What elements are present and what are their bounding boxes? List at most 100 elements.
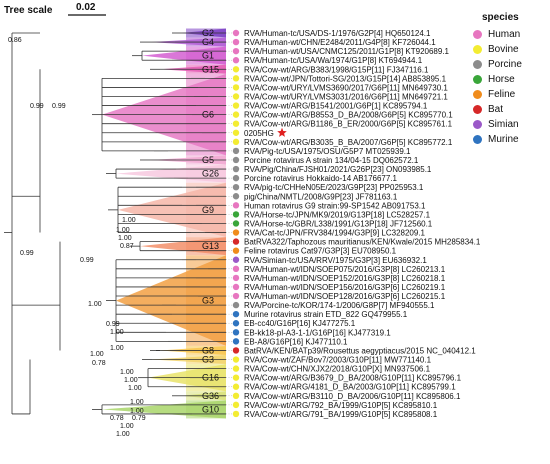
host-dot xyxy=(232,29,240,37)
leaf-label: RVA/Cow-wt/ZAF/Bov7/2003/G10P[11] MW7711… xyxy=(244,356,432,365)
leaf-label: RVA/Human-wt/USA/CNMC125/2011/G1P[8] KT9… xyxy=(244,47,450,56)
bootstrap-value: 1.00 xyxy=(90,351,104,358)
leaf-label: RVA/Human-wt/IDN/SOEP156/2016/G3P[6] LC2… xyxy=(244,283,446,292)
host-dot xyxy=(232,66,240,73)
leaf-label: Porcine rotavirus Hokkaido-14 AB176677.1 xyxy=(244,174,398,183)
host-dot xyxy=(232,193,240,200)
legend-item-horse: Horse xyxy=(468,72,548,87)
species-legend: species Human Bovine Porcine Horse Felin… xyxy=(468,12,548,147)
legend-label: Bovine xyxy=(488,44,519,55)
legend-label: Simian xyxy=(488,119,519,130)
genotype-label-g36: G36 xyxy=(202,391,219,401)
host-dot xyxy=(232,102,240,109)
genotype-label-g4: G4 xyxy=(202,37,214,47)
host-dot xyxy=(232,57,240,64)
host-dot xyxy=(232,220,240,227)
bootstrap-value: 0.78 xyxy=(92,360,106,367)
bootstrap-value: 1.00 xyxy=(116,431,130,438)
host-dot xyxy=(232,283,240,291)
legend-dot xyxy=(473,75,482,84)
bootstrap-value: 1.00 xyxy=(120,369,134,376)
bootstrap-value: 1.00 xyxy=(130,399,144,406)
scale-title: Tree scale xyxy=(4,5,53,16)
leaf-label: RVA/Porcine-tc/KOR/174-1/2006/G8P[7] MF9… xyxy=(244,301,435,310)
bootstrap-value: 0.78 xyxy=(110,415,124,422)
leaf-label: RVA/Horse-tc/JPN/MK9/2019/G13P[18] LC528… xyxy=(244,210,431,219)
host-dot xyxy=(232,310,240,318)
leaf-label: RVA/Cow-wt/ARG/B3679_D_BA/2008/G10P[11] … xyxy=(244,374,462,383)
legend-item-murine: Murine xyxy=(468,132,548,147)
scale-bar: Tree scale 0.02 xyxy=(4,2,106,16)
host-dot xyxy=(232,38,240,46)
host-dot xyxy=(232,329,240,336)
host-dot xyxy=(232,129,240,136)
leaf-label: RVA/Human-wt/CHN/E2484/2011/G4P[8] KF726… xyxy=(244,38,436,47)
genotype-label-g15: G15 xyxy=(202,64,219,74)
genotype-label-g1: G1 xyxy=(202,51,214,61)
host-dot xyxy=(232,147,240,155)
leaf-label: RVA/Cow-wt/ARG/B1541/2001/G6P[1] KC89579… xyxy=(244,102,428,111)
leaf-label: RVA/Cat-tc/JPN/FRV384/1994/G3P[9] LC3282… xyxy=(244,229,426,238)
leaf-label: RVA/Cow-wt/ARG/B383/1998/G15P[11] FJ3471… xyxy=(244,65,429,74)
leaf-label: RVA/pig-tc/CHHeN05E/2023/G9P[23] PP02595… xyxy=(244,183,424,192)
legend-item-feline: Feline xyxy=(468,87,548,102)
genotype-label-g26: G26 xyxy=(202,169,219,179)
host-dot xyxy=(232,374,240,381)
bootstrap-value: 1.00 xyxy=(110,345,124,352)
host-dot xyxy=(232,47,240,55)
leaf-label: RVA/Cow-wt/CHN/XJX2/2018/G10P[X] MN93750… xyxy=(244,365,431,374)
leaf-label: RVA/Pig/China/FJSH01/2021/G26P[23] ON093… xyxy=(244,165,432,174)
host-dot xyxy=(232,292,240,300)
legend-item-bat: Bat xyxy=(468,102,548,117)
leaf-label: EB-A8/G16P[16] KJ477110.1 xyxy=(244,337,348,346)
leaf-label: RVA/Human-tc/USA/DS-1/1976/G2P[4] HQ6501… xyxy=(244,29,431,38)
host-dot xyxy=(232,256,240,263)
host-dot xyxy=(232,183,240,191)
legend-item-simian: Simian xyxy=(468,117,548,132)
bootstrap-value: 1.00 xyxy=(120,423,134,430)
legend-dot xyxy=(473,135,482,144)
clade-band xyxy=(186,255,226,346)
tree-branches xyxy=(4,32,226,415)
bootstrap-value: 1.00 xyxy=(110,329,124,336)
leaf-label: BatRVA322/Taphozous mauritianus/KEN/Kwal… xyxy=(244,238,481,247)
genotype-label-g6: G6 xyxy=(202,110,214,120)
host-dot xyxy=(232,202,240,209)
legend-item-human: Human xyxy=(468,27,548,42)
bootstrap-value: 0.87 xyxy=(120,243,134,250)
bootstrap-value: 1.00 xyxy=(116,227,130,234)
leaf-label: Murine rotavirus strain ETD_822 GQ479955… xyxy=(244,310,408,319)
legend-item-bovine: Bovine xyxy=(468,42,548,57)
host-dot xyxy=(232,401,240,409)
leaf-label: EB-cc40/G16P[16] KJ477275.1 xyxy=(244,319,356,328)
bootstrap-value: 0.99 xyxy=(20,250,34,257)
legend-label: Bat xyxy=(488,104,504,115)
host-dot xyxy=(232,238,240,245)
host-dot xyxy=(232,165,240,173)
host-dot xyxy=(232,356,240,363)
bootstrap-value: 0.99 xyxy=(30,103,44,110)
genotype-label-g13: G13 xyxy=(202,241,219,251)
genotype-label-g3: G3 xyxy=(202,355,214,365)
bootstrap-values: 0.860.99 0.990.991.001.000.780.991.000.99… xyxy=(8,37,146,438)
genotype-label-g16: G16 xyxy=(202,373,219,383)
leaf-label: Feline rotavirus Cat97/G3P[3] EU708950.1 xyxy=(244,247,397,256)
host-dot xyxy=(232,93,240,100)
host-dot xyxy=(232,138,240,146)
leaf-label: RVA/Cow-wt/ARG/792_BA/1999/G10P[5] KC895… xyxy=(244,401,438,410)
legend-label: Horse xyxy=(488,74,515,85)
legend-label: Feline xyxy=(488,89,516,100)
leaf-label: RVA/Cow-wt/URY/LVMS3690/2017/G6P[11] MN6… xyxy=(244,83,448,92)
bootstrap-value: 1.00 xyxy=(130,408,144,415)
leaf-label: Human rotavirus G9 strain:99-SP1542 AB09… xyxy=(244,201,426,210)
host-dot xyxy=(232,120,240,127)
bootstrap-value: 0.79 xyxy=(132,415,146,422)
legend-label: Porcine xyxy=(488,59,522,70)
leaf-label: RVA/Human-wt/IDN/SOEP075/2016/G3P[8] LC2… xyxy=(244,265,446,274)
bootstrap-value: 1.00 xyxy=(128,385,142,392)
leaf-label: EB-kk18-pl-A3-1-1/G16P[16] KJ477319.1 xyxy=(244,328,391,337)
genotype-label-g2: G2 xyxy=(202,28,214,38)
leaf-label: pig/China/NMTL/2008/G9P[23] JF781163.1 xyxy=(244,192,398,201)
